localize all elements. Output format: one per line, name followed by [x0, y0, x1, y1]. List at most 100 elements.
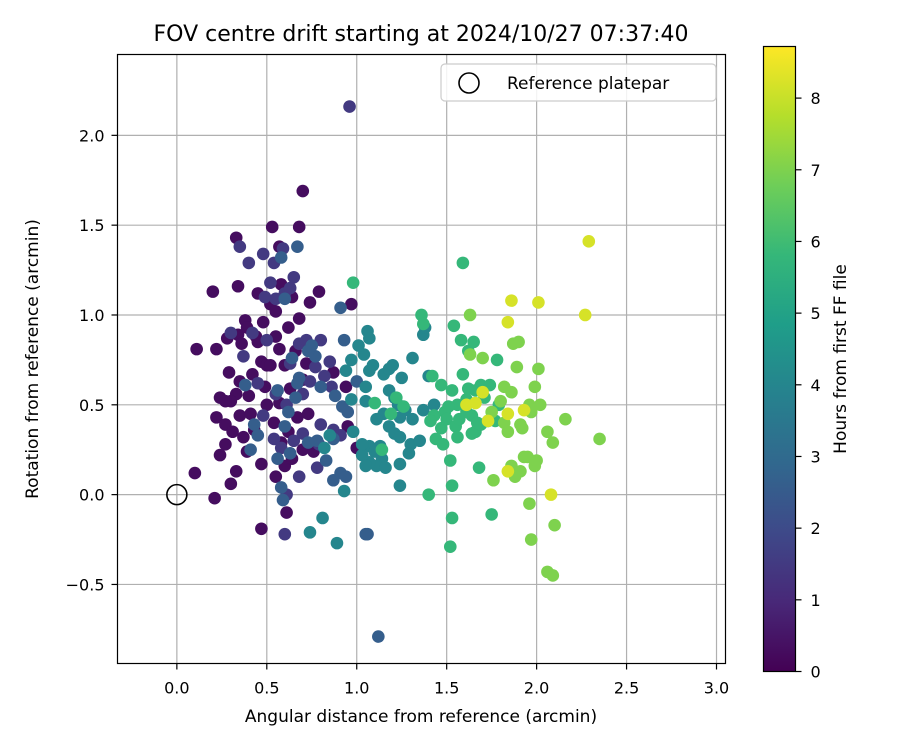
data-point	[447, 319, 461, 333]
data-point	[296, 184, 310, 198]
data-points	[166, 100, 606, 643]
data-point	[532, 296, 545, 309]
data-point	[323, 355, 337, 368]
data-point	[303, 375, 317, 388]
data-point	[269, 470, 283, 483]
y-tick-label: 1.5	[79, 216, 104, 235]
data-point	[219, 394, 232, 408]
data-point	[255, 522, 268, 536]
data-point	[363, 332, 376, 345]
data-point	[301, 436, 315, 449]
data-point	[546, 569, 560, 582]
data-point	[345, 297, 358, 311]
data-point	[278, 292, 292, 306]
data-point	[190, 342, 203, 356]
legend-box	[440, 63, 717, 102]
data-point	[406, 412, 419, 426]
data-point	[472, 461, 486, 474]
data-point	[390, 391, 403, 404]
data-point	[463, 348, 477, 361]
colorbar-gradient	[763, 46, 796, 672]
data-point	[233, 240, 247, 254]
y-tick-label: 1.0	[79, 306, 104, 325]
data-point	[231, 279, 245, 293]
data-point	[244, 443, 257, 457]
data-point	[454, 333, 468, 347]
data-point	[501, 407, 515, 421]
data-point	[524, 533, 538, 546]
colorbar-label: Hours from first FF file	[831, 264, 851, 454]
data-point	[287, 270, 301, 284]
axis-ticks: 0.0 0.5 1.0 1.5 2.0 2.5 3.0 −0.5 0.0 0.5 1.0 1.5 2.0	[66, 126, 730, 697]
data-point	[505, 385, 518, 399]
data-point	[514, 418, 527, 431]
colorbar-tick-label: 1	[811, 591, 821, 610]
data-point	[422, 488, 435, 501]
data-point	[280, 506, 293, 519]
data-point	[256, 409, 270, 422]
colorbar: 0 1 2 3 4 5 6 7 8 Hours from first FF file	[762, 45, 851, 682]
data-point	[337, 484, 351, 498]
data-point	[445, 479, 459, 492]
data-point	[487, 473, 500, 487]
data-point	[287, 434, 301, 448]
colorbar-tick-label: 8	[811, 89, 821, 108]
colorbar-tick-label: 4	[811, 376, 821, 395]
legend: Reference platepar	[440, 63, 717, 102]
data-point	[517, 403, 531, 417]
data-point	[528, 380, 542, 394]
data-point	[445, 384, 459, 397]
data-point	[386, 358, 400, 372]
data-point	[442, 400, 455, 413]
data-point	[224, 326, 238, 340]
data-point	[375, 443, 389, 457]
data-point	[345, 353, 358, 367]
data-point	[233, 409, 247, 422]
data-point	[341, 405, 355, 419]
data-point	[316, 511, 329, 525]
data-point	[208, 491, 221, 505]
data-point	[323, 429, 337, 442]
data-point	[463, 308, 477, 322]
data-point	[559, 412, 572, 426]
data-point	[301, 407, 315, 421]
data-point	[359, 459, 373, 473]
data-point	[424, 414, 437, 428]
data-point	[310, 461, 324, 474]
data-point	[434, 378, 448, 392]
data-point	[416, 317, 430, 331]
data-point	[532, 362, 545, 376]
data-point	[334, 301, 347, 315]
data-point	[303, 526, 317, 539]
data-point	[282, 321, 295, 334]
data-point	[285, 351, 299, 365]
data-point	[355, 448, 369, 462]
data-point	[283, 281, 297, 295]
y-tick-label: 2.0	[79, 126, 104, 145]
data-point	[379, 461, 392, 474]
data-point	[452, 412, 466, 426]
data-point	[237, 350, 250, 363]
data-point	[363, 364, 376, 377]
data-point	[544, 488, 558, 501]
data-point	[578, 308, 592, 322]
reference-platepar-marker	[166, 483, 188, 506]
data-point	[265, 220, 279, 234]
data-point	[505, 294, 518, 307]
x-tick-label: 0.0	[164, 679, 189, 698]
chart-title: FOV centre drift starting at 2024/10/27 …	[154, 22, 689, 47]
data-point	[514, 464, 527, 478]
data-point	[283, 447, 297, 460]
data-point	[339, 364, 353, 377]
x-tick-label: 1.0	[344, 679, 369, 698]
data-point	[443, 540, 457, 554]
data-point	[425, 369, 439, 383]
data-point	[533, 398, 547, 412]
data-point	[318, 441, 331, 455]
data-point	[269, 292, 283, 306]
colorbar-ticks: 0 1 2 3 4 5 6 7 8	[795, 89, 821, 682]
data-point	[289, 391, 302, 404]
colorbar-tick-label: 7	[811, 161, 821, 180]
data-point	[328, 389, 342, 403]
data-point	[436, 438, 450, 451]
